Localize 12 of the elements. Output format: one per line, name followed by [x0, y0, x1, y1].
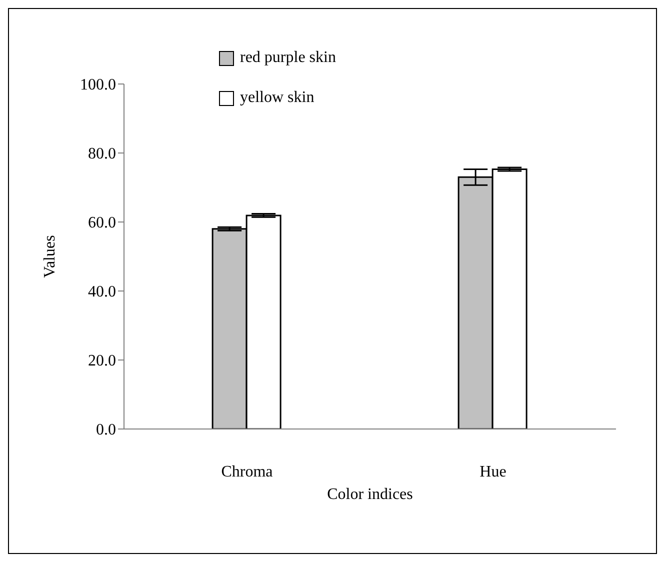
x-tick-label: Hue — [480, 463, 506, 480]
y-tick-label: 60.0 — [88, 214, 116, 232]
y-tick-label: 20.0 — [88, 352, 116, 370]
y-tick-label: 80.0 — [88, 146, 116, 163]
x-tick-label: Chroma — [221, 463, 273, 480]
legend-label: red purple skin — [240, 49, 336, 67]
legend-label: yellow skin — [240, 89, 314, 107]
x-axis-title: Color indices — [327, 486, 413, 503]
y-tick-label: 40.0 — [88, 284, 116, 301]
y-tick-label: 100.0 — [80, 76, 116, 94]
y-axis-title: Values — [42, 235, 59, 278]
y-tick-label: 0.0 — [96, 422, 116, 439]
